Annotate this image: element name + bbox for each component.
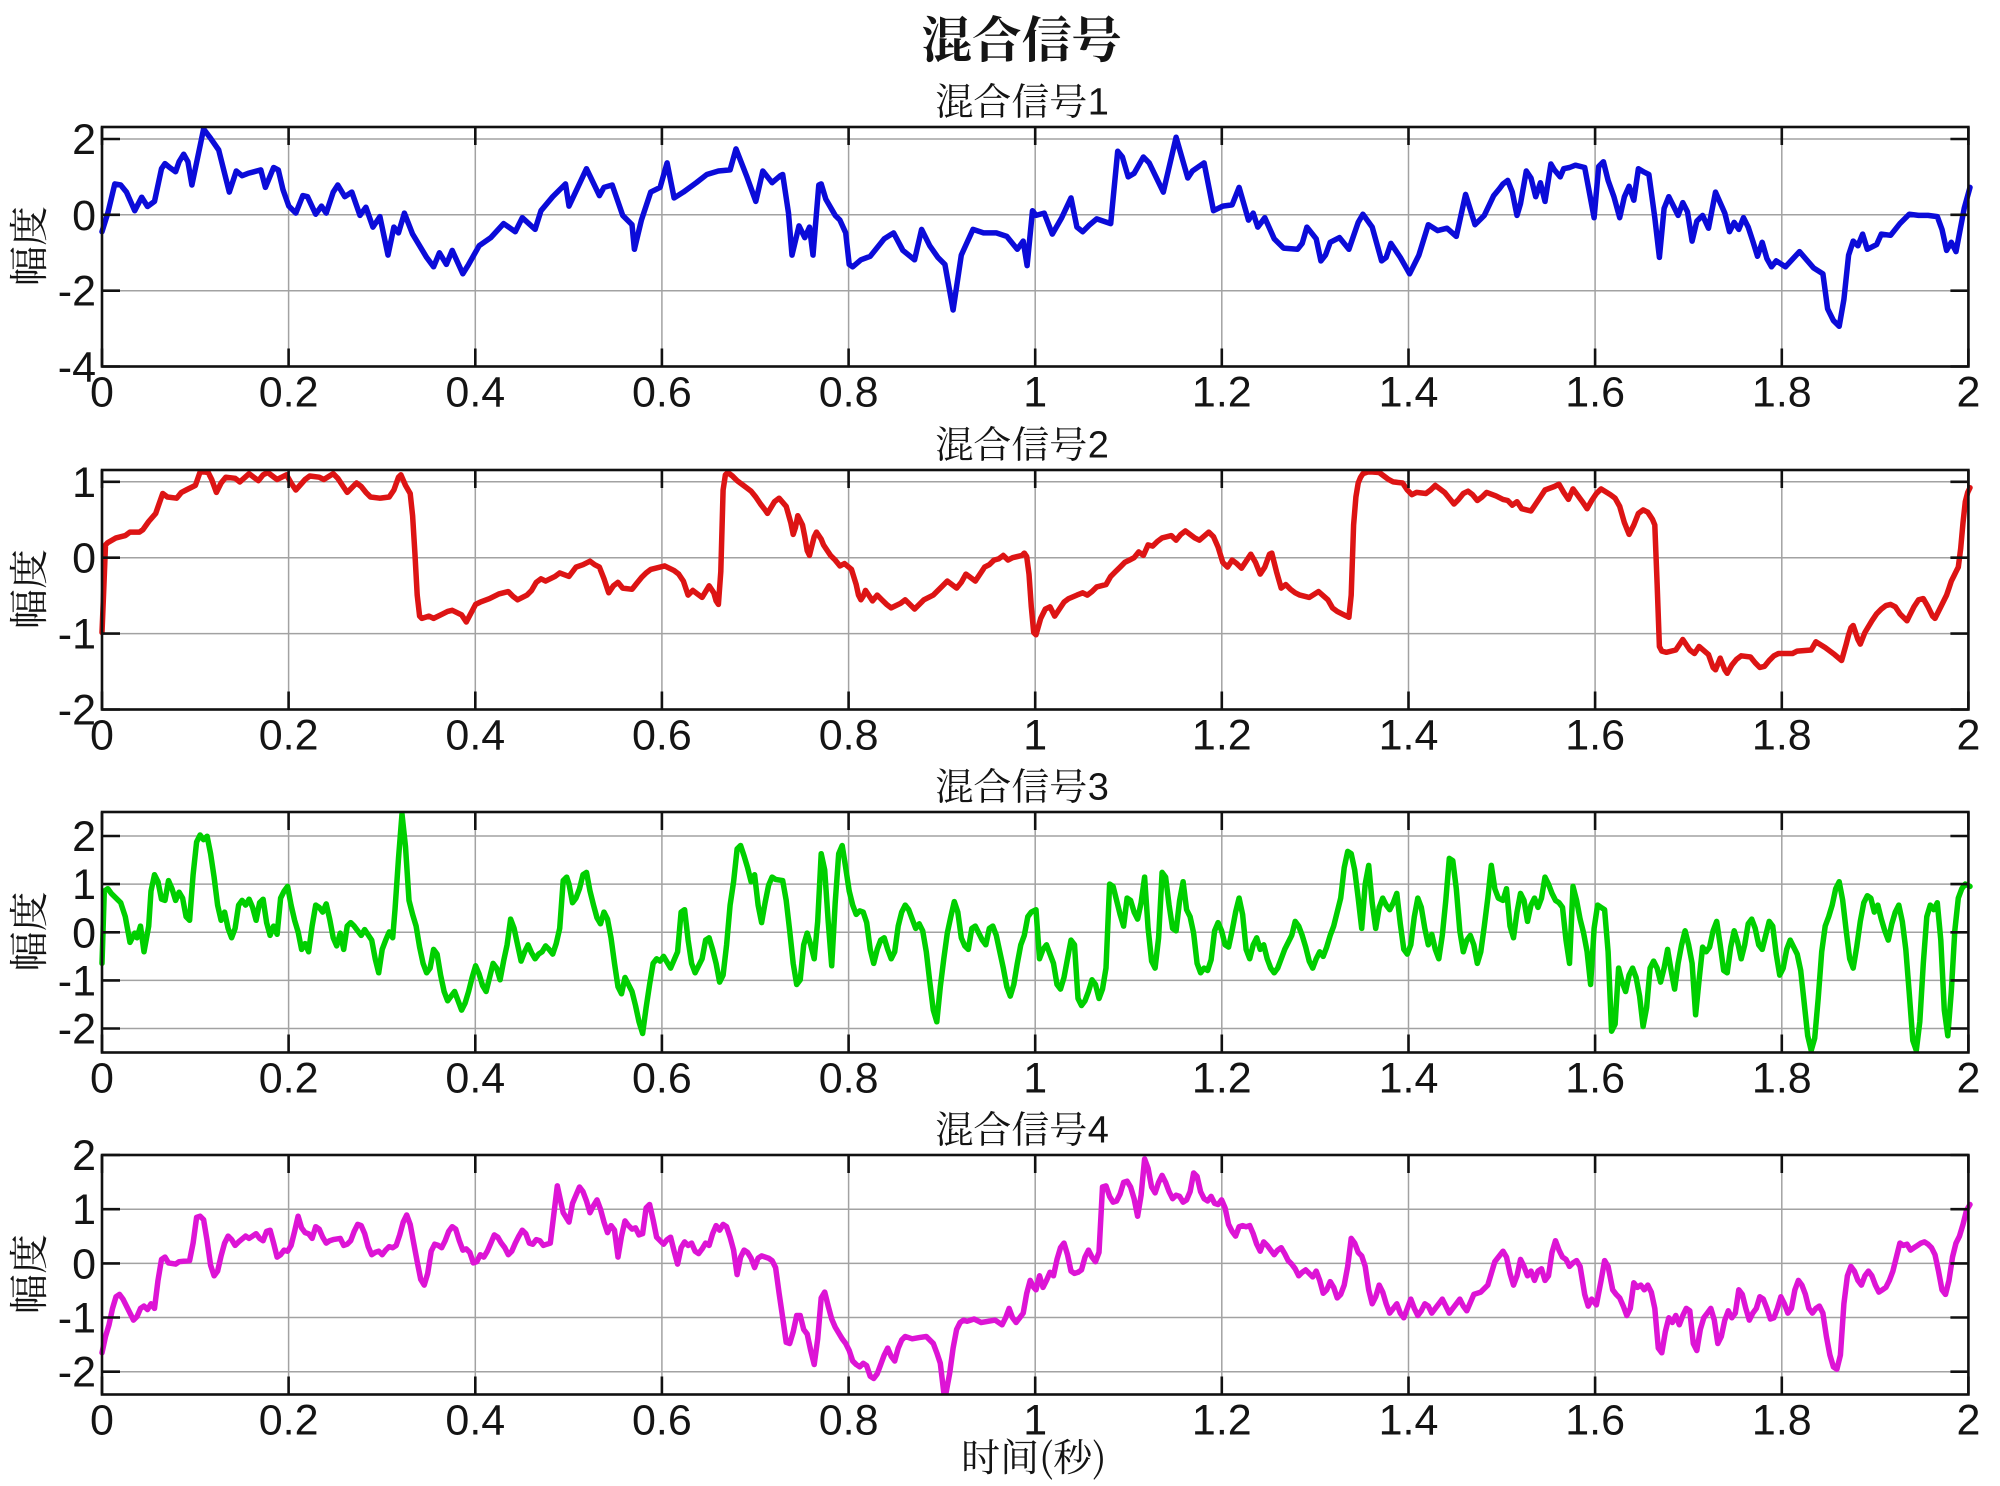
svg-text:0.6: 0.6 <box>632 712 692 760</box>
svg-text:1.8: 1.8 <box>1752 1397 1812 1445</box>
svg-text:-1: -1 <box>58 957 96 1005</box>
svg-text:1.2: 1.2 <box>1192 1055 1252 1103</box>
svg-text:1.4: 1.4 <box>1379 1055 1439 1103</box>
svg-text:1: 1 <box>72 459 96 507</box>
svg-text:0.6: 0.6 <box>632 369 692 417</box>
svg-text:1.6: 1.6 <box>1565 369 1625 417</box>
svg-text:0.6: 0.6 <box>632 1055 692 1103</box>
svg-text:1: 1 <box>1023 1397 1047 1445</box>
svg-text:1.8: 1.8 <box>1752 712 1812 760</box>
svg-text:-2: -2 <box>58 1006 96 1054</box>
svg-text:2: 2 <box>1956 369 1980 417</box>
svg-text:0.4: 0.4 <box>445 712 505 760</box>
svg-text:1: 1 <box>72 1186 96 1234</box>
svg-text:1.2: 1.2 <box>1192 712 1252 760</box>
svg-text:0: 0 <box>90 712 114 760</box>
svg-text:0.2: 0.2 <box>259 712 319 760</box>
svg-text:1.2: 1.2 <box>1192 369 1252 417</box>
svg-text:1: 1 <box>1023 1055 1047 1103</box>
svg-text:1: 1 <box>1023 712 1047 760</box>
svg-text:0: 0 <box>72 909 96 957</box>
svg-text:1.8: 1.8 <box>1752 369 1812 417</box>
svg-text:0.4: 0.4 <box>445 369 505 417</box>
svg-text:0.4: 0.4 <box>445 1397 505 1445</box>
svg-text:0: 0 <box>72 192 96 240</box>
svg-text:2: 2 <box>1088 425 1109 467</box>
svg-text:0: 0 <box>90 1397 114 1445</box>
svg-text:0.2: 0.2 <box>259 369 319 417</box>
svg-text:1: 1 <box>1023 369 1047 417</box>
svg-text:-1: -1 <box>58 611 96 659</box>
svg-text:0: 0 <box>90 369 114 417</box>
svg-text:0.6: 0.6 <box>632 1397 692 1445</box>
svg-text:2: 2 <box>1956 1055 1980 1103</box>
svg-text:2: 2 <box>72 813 96 861</box>
svg-text:1.4: 1.4 <box>1379 1397 1439 1445</box>
svg-text:4: 4 <box>1088 1110 1109 1152</box>
svg-text:-2: -2 <box>58 1349 96 1397</box>
svg-text:-2: -2 <box>58 268 96 316</box>
svg-text:0.4: 0.4 <box>445 1055 505 1103</box>
svg-text:-4: -4 <box>58 344 96 392</box>
svg-text:0.8: 0.8 <box>819 1055 879 1103</box>
svg-text:1: 1 <box>72 861 96 909</box>
svg-text:0.2: 0.2 <box>259 1397 319 1445</box>
svg-text:0: 0 <box>72 1240 96 1288</box>
svg-text:1.2: 1.2 <box>1192 1397 1252 1445</box>
svg-text:1.4: 1.4 <box>1379 712 1439 760</box>
svg-text:0.8: 0.8 <box>819 1397 879 1445</box>
svg-text:0.8: 0.8 <box>819 369 879 417</box>
svg-text:1.6: 1.6 <box>1565 712 1625 760</box>
svg-text:0: 0 <box>72 535 96 583</box>
svg-text:0.2: 0.2 <box>259 1055 319 1103</box>
svg-text:-2: -2 <box>58 687 96 735</box>
svg-text:2: 2 <box>1956 712 1980 760</box>
svg-text:2: 2 <box>1956 1397 1980 1445</box>
svg-text:-1: -1 <box>58 1295 96 1343</box>
svg-text:0.8: 0.8 <box>819 712 879 760</box>
svg-text:2: 2 <box>72 1132 96 1180</box>
svg-text:2: 2 <box>72 116 96 164</box>
svg-text:1.6: 1.6 <box>1565 1055 1625 1103</box>
svg-text:0: 0 <box>90 1055 114 1103</box>
svg-text:1.4: 1.4 <box>1379 369 1439 417</box>
svg-text:3: 3 <box>1088 767 1109 809</box>
svg-text:1: 1 <box>1088 82 1109 124</box>
svg-text:1.6: 1.6 <box>1565 1397 1625 1445</box>
svg-text:1.8: 1.8 <box>1752 1055 1812 1103</box>
